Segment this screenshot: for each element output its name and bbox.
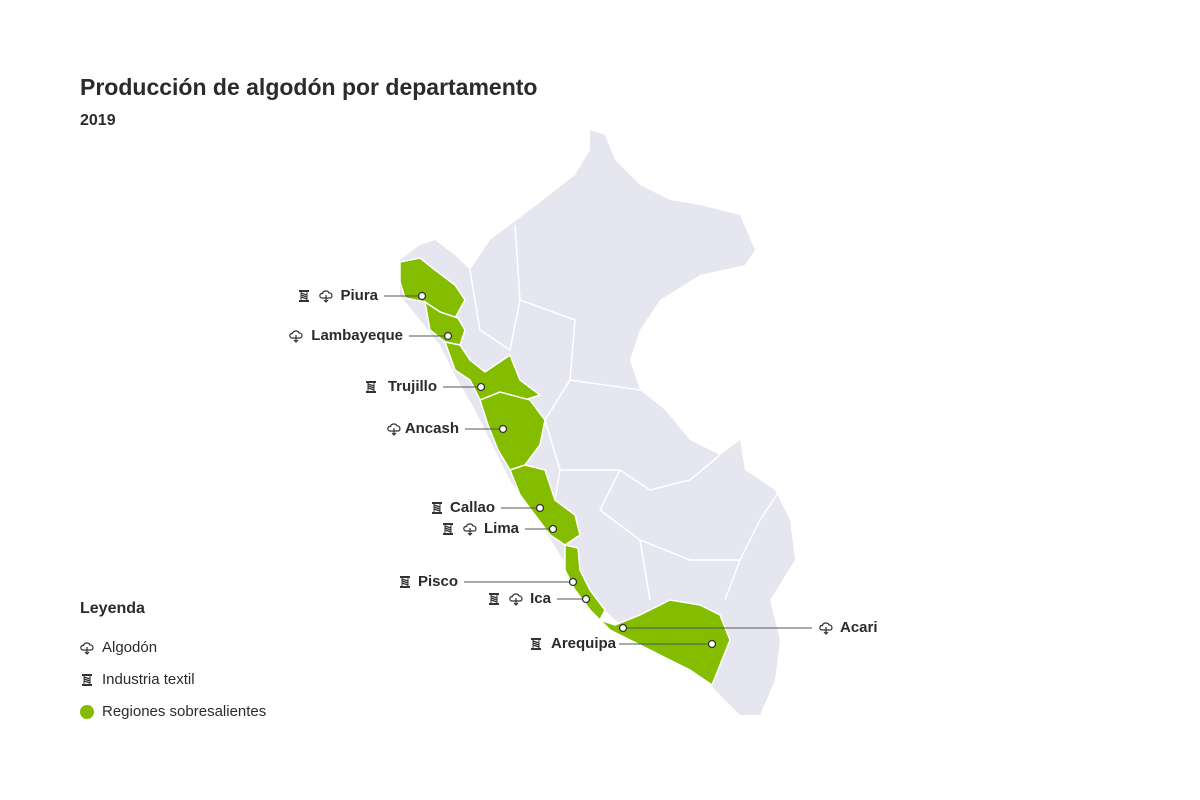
location-label: Ica (530, 590, 552, 607)
legend-item: Algodón (102, 639, 157, 656)
location-label: Callao (450, 499, 495, 516)
legend-item: Industria textil (102, 671, 195, 688)
title: Producción de algodón por departamento (80, 74, 537, 100)
legend: Leyenda Algodón Industria textil Regione… (80, 600, 266, 720)
location-label: Lima (484, 520, 520, 537)
location-label: Ancash (405, 420, 459, 437)
location-label: Piura (340, 287, 378, 304)
legend-swatch (80, 705, 94, 719)
location-label: Lambayeque (311, 327, 403, 344)
location-label: Pisco (418, 573, 458, 590)
peru-map (399, 130, 795, 715)
location-label: Trujillo (388, 378, 437, 395)
legend-title: Leyenda (80, 600, 145, 617)
location-label: Acari (840, 619, 878, 636)
location-labels: Piura Lambayeque Trujillo Ancash Callao … (289, 287, 878, 652)
subtitle: 2019 (80, 112, 116, 129)
location-label: Arequipa (551, 635, 617, 652)
legend-item: Regiones sobresalientes (102, 703, 266, 720)
